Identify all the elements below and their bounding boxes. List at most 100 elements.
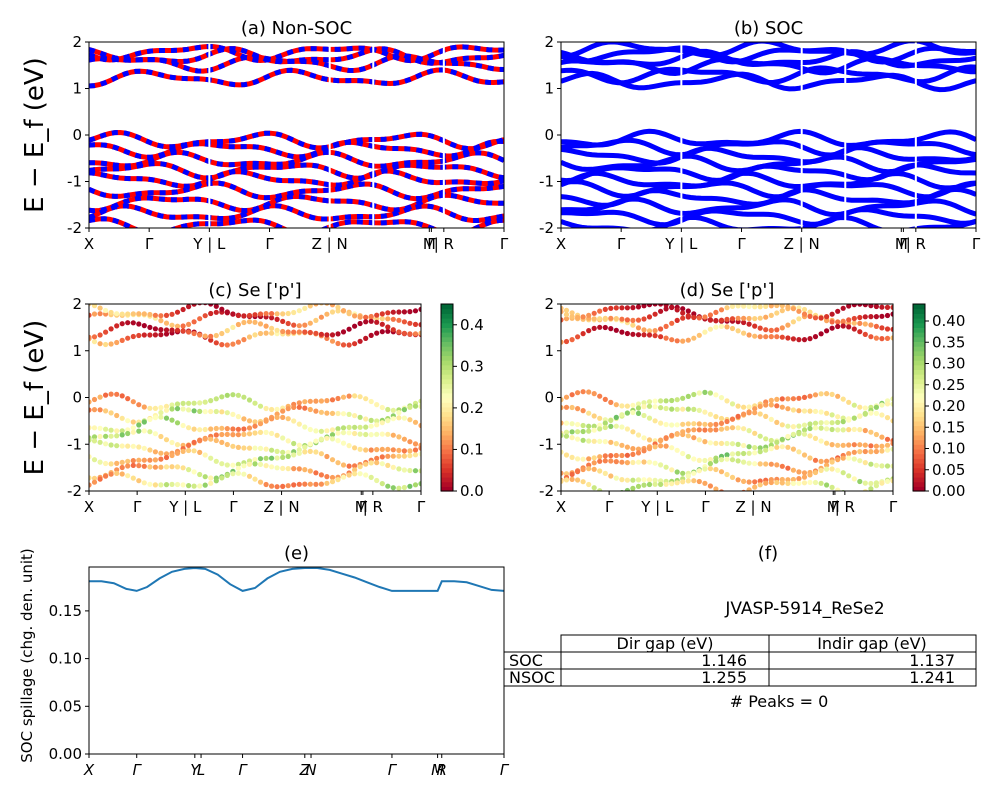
projection-point: [824, 410, 830, 416]
projection-point: [291, 329, 297, 335]
projection-point: [718, 420, 725, 426]
axes-frame: [88, 41, 505, 229]
projection-point: [752, 479, 758, 485]
projection-point: [724, 324, 730, 330]
projection-point: [191, 469, 197, 475]
projection-point: [368, 332, 374, 338]
projection-point: [219, 342, 225, 348]
projection-point: [741, 330, 747, 336]
projection-point: [641, 327, 647, 333]
projection-point: [407, 309, 413, 315]
projection-point: [575, 456, 581, 462]
projection-point: [873, 448, 880, 455]
projection-point: [274, 406, 280, 412]
projection-point: [202, 333, 208, 339]
projection-point: [796, 449, 802, 455]
projection-point: [602, 424, 608, 431]
projection-point: [213, 437, 219, 444]
projection-point: [575, 469, 581, 475]
projection-point: [158, 332, 164, 338]
projection-point: [418, 403, 421, 409]
projection-point: [329, 457, 336, 463]
projection-point: [91, 434, 98, 440]
projection-point: [691, 314, 697, 321]
projection-point: [313, 428, 319, 434]
projection-point: [846, 324, 852, 330]
projection-point: [812, 425, 819, 431]
band-line: [89, 46, 504, 66]
band-line: [561, 64, 976, 86]
projection-point: [368, 447, 374, 453]
x-tick-label: X: [84, 498, 94, 516]
colorbar-segment: [913, 383, 925, 389]
projection-point: [602, 470, 608, 476]
projection-point: [418, 445, 421, 451]
projection-point: [257, 330, 264, 337]
x-tick-label: Γ: [388, 761, 398, 779]
projection-point: [269, 325, 275, 331]
projection-point: [707, 326, 714, 332]
projection-point: [658, 438, 664, 444]
projection-point: [163, 403, 170, 409]
projection-point: [89, 475, 92, 481]
projection-point: [197, 316, 203, 322]
band-line: [561, 214, 976, 228]
projection-point: [401, 330, 407, 336]
projection-point: [658, 308, 664, 314]
projection-point: [335, 438, 341, 444]
projection-point: [119, 415, 125, 421]
projection-point: [669, 422, 675, 428]
projection-point: [302, 467, 308, 473]
y-tick-label: -1: [67, 173, 82, 191]
projection-point: [862, 304, 868, 308]
projection-point: [873, 462, 880, 468]
projection-point: [846, 427, 852, 433]
projection-point: [635, 405, 642, 411]
projection-point: [707, 312, 714, 318]
y-tick-label: -2: [67, 219, 82, 237]
projection-point: [812, 408, 819, 414]
projection-point: [191, 408, 197, 414]
projection-point: [597, 438, 603, 444]
projection-point: [846, 304, 852, 309]
projection-point: [379, 454, 385, 460]
projection-point: [680, 431, 686, 438]
projection-point: [252, 476, 258, 482]
projection-point: [108, 391, 114, 397]
projection-point: [591, 391, 597, 397]
projection-point: [652, 328, 658, 334]
projection-point: [752, 445, 758, 451]
projection-point: [252, 430, 258, 436]
projection-point: [324, 474, 330, 480]
projection-point: [752, 316, 758, 322]
projection-point: [158, 450, 164, 456]
projection-point: [114, 391, 120, 397]
projection-point: [208, 426, 214, 432]
projection-point: [108, 442, 114, 448]
projection-point: [785, 433, 791, 440]
projection-point: [580, 437, 586, 443]
projection-point: [846, 455, 852, 461]
projection-point: [235, 321, 241, 328]
projection-point: [103, 408, 109, 414]
band-line: [561, 42, 976, 60]
projection-point: [619, 403, 625, 409]
projection-point: [790, 336, 797, 342]
projection-point: [646, 403, 653, 409]
projection-point: [202, 474, 208, 480]
projection-point: [340, 474, 347, 480]
projection-point: [174, 481, 181, 488]
projection-point: [613, 475, 619, 481]
projection-point: [608, 417, 614, 423]
projection-point: [868, 480, 874, 487]
projection-point: [658, 326, 664, 332]
projection-point: [741, 442, 747, 449]
projection-point: [368, 432, 374, 438]
projection-point: [646, 304, 653, 308]
projection-point: [163, 415, 170, 421]
projection-point: [768, 397, 774, 403]
projection-point: [407, 439, 413, 445]
projection-point: [285, 329, 291, 335]
projection-point: [763, 436, 769, 442]
projection-point: [340, 411, 347, 417]
